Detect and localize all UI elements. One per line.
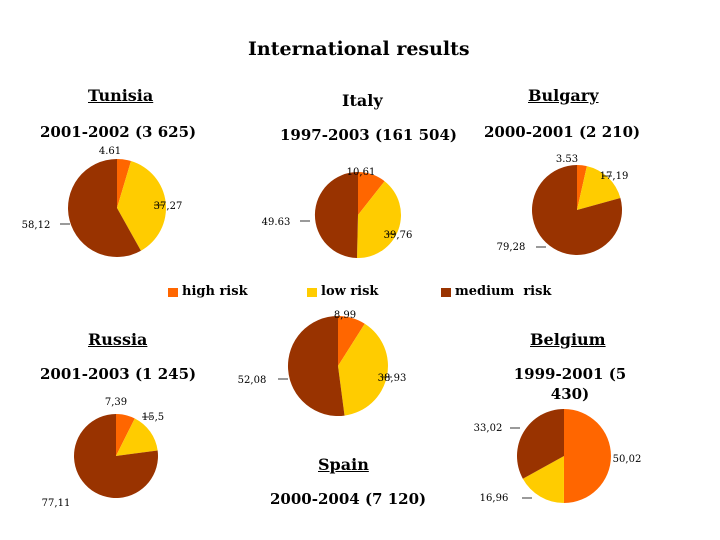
russia-slice-high-risk — [116, 414, 135, 456]
spain-data-label: 38,93 — [378, 373, 407, 384]
bulgary-data-label: 79,28 — [497, 242, 526, 253]
tunisia-slice-medium-risk — [68, 159, 141, 257]
bulgary-data-label: 3.53 — [556, 154, 578, 165]
tunisia-data-label: 37,27 — [154, 201, 183, 212]
bulgary-pie: 3.53 17,19 79,28 — [497, 154, 629, 255]
legend-label-medium-risk: medium risk — [455, 284, 552, 299]
legend-swatch-high-risk — [168, 288, 178, 297]
russia-slice-medium-risk — [73, 414, 158, 499]
tunisia-data-label: 58,12 — [22, 220, 51, 231]
tunisia-pie: 4.61 37,27 58,12 — [22, 146, 183, 257]
belgium-slice-medium-risk — [517, 409, 564, 479]
belgium-data-label: 50,02 — [613, 454, 642, 465]
spain-data-label: 52,08 — [238, 375, 267, 386]
belgium-title: Belgium — [530, 330, 606, 349]
bulgary-slice-low-risk — [577, 166, 621, 210]
tunisia-data-label: 4.61 — [99, 146, 121, 157]
italy-slice-low-risk — [357, 181, 401, 259]
russia-title: Russia — [88, 330, 148, 349]
belgium-data-label: 16,96 — [480, 493, 509, 504]
spain-slice-high-risk — [338, 316, 365, 366]
italy-title: Italy — [342, 91, 383, 110]
legend-label-low-risk: low risk — [321, 284, 379, 299]
russia-data-label: 7,39 — [105, 397, 127, 408]
spain-period: 2000-2004 (7 120) — [270, 490, 427, 508]
legend-swatch-medium-risk — [441, 288, 451, 297]
bulgary-slice-medium-risk — [531, 165, 622, 255]
italy-data-label: 39,76 — [384, 230, 413, 241]
russia-period: 2001-2003 (1 245) — [40, 365, 197, 383]
russia-pie: 7,39 15,5 77,11 — [42, 397, 164, 509]
tunisia-slice-low-risk — [117, 161, 167, 251]
italy-slice-high-risk — [358, 172, 385, 215]
belgium-pie: 50,02 16,96 33,02 — [474, 409, 642, 504]
tunisia-slice-high-risk — [117, 159, 131, 208]
russia-slice-low-risk — [116, 418, 158, 456]
belgium-period: 1999-2001 (5 430) — [513, 365, 627, 403]
belgium-data-label: 33,02 — [474, 423, 503, 434]
legend-label-high-risk: high risk — [182, 284, 248, 299]
spain-slice-medium-risk — [287, 315, 345, 416]
russia-data-label: 15,5 — [142, 412, 164, 423]
belgium-slice-high-risk — [563, 409, 611, 503]
belgium-slice-low-risk — [522, 456, 564, 503]
bulgary-title: Bulgary — [528, 86, 599, 105]
italy-data-label: 10,61 — [347, 167, 376, 178]
italy-data-label: 49.63 — [262, 217, 291, 228]
spain-data-label: 8,99 — [334, 310, 356, 321]
bulgary-data-label: 17,19 — [600, 171, 629, 182]
russia-data-label: 77,11 — [42, 498, 71, 509]
tunisia-period: 2001-2002 (3 625) — [40, 123, 197, 141]
italy-pie: 10,61 39,76 49.63 — [262, 167, 413, 259]
italy-period: 1997-2003 (161 504) — [280, 126, 457, 144]
bulgary-slice-high-risk — [577, 165, 587, 210]
tunisia-title: Tunisia — [88, 86, 154, 105]
spain-title: Spain — [318, 455, 369, 474]
spain-slice-low-risk — [338, 323, 388, 416]
bulgary-period: 2000-2001 (2 210) — [484, 123, 641, 141]
legend-swatch-low-risk — [307, 288, 317, 297]
page-title: International results — [248, 38, 470, 60]
italy-slice-medium-risk — [314, 171, 358, 258]
spain-pie: 8,99 38,93 52,08 — [238, 310, 407, 416]
